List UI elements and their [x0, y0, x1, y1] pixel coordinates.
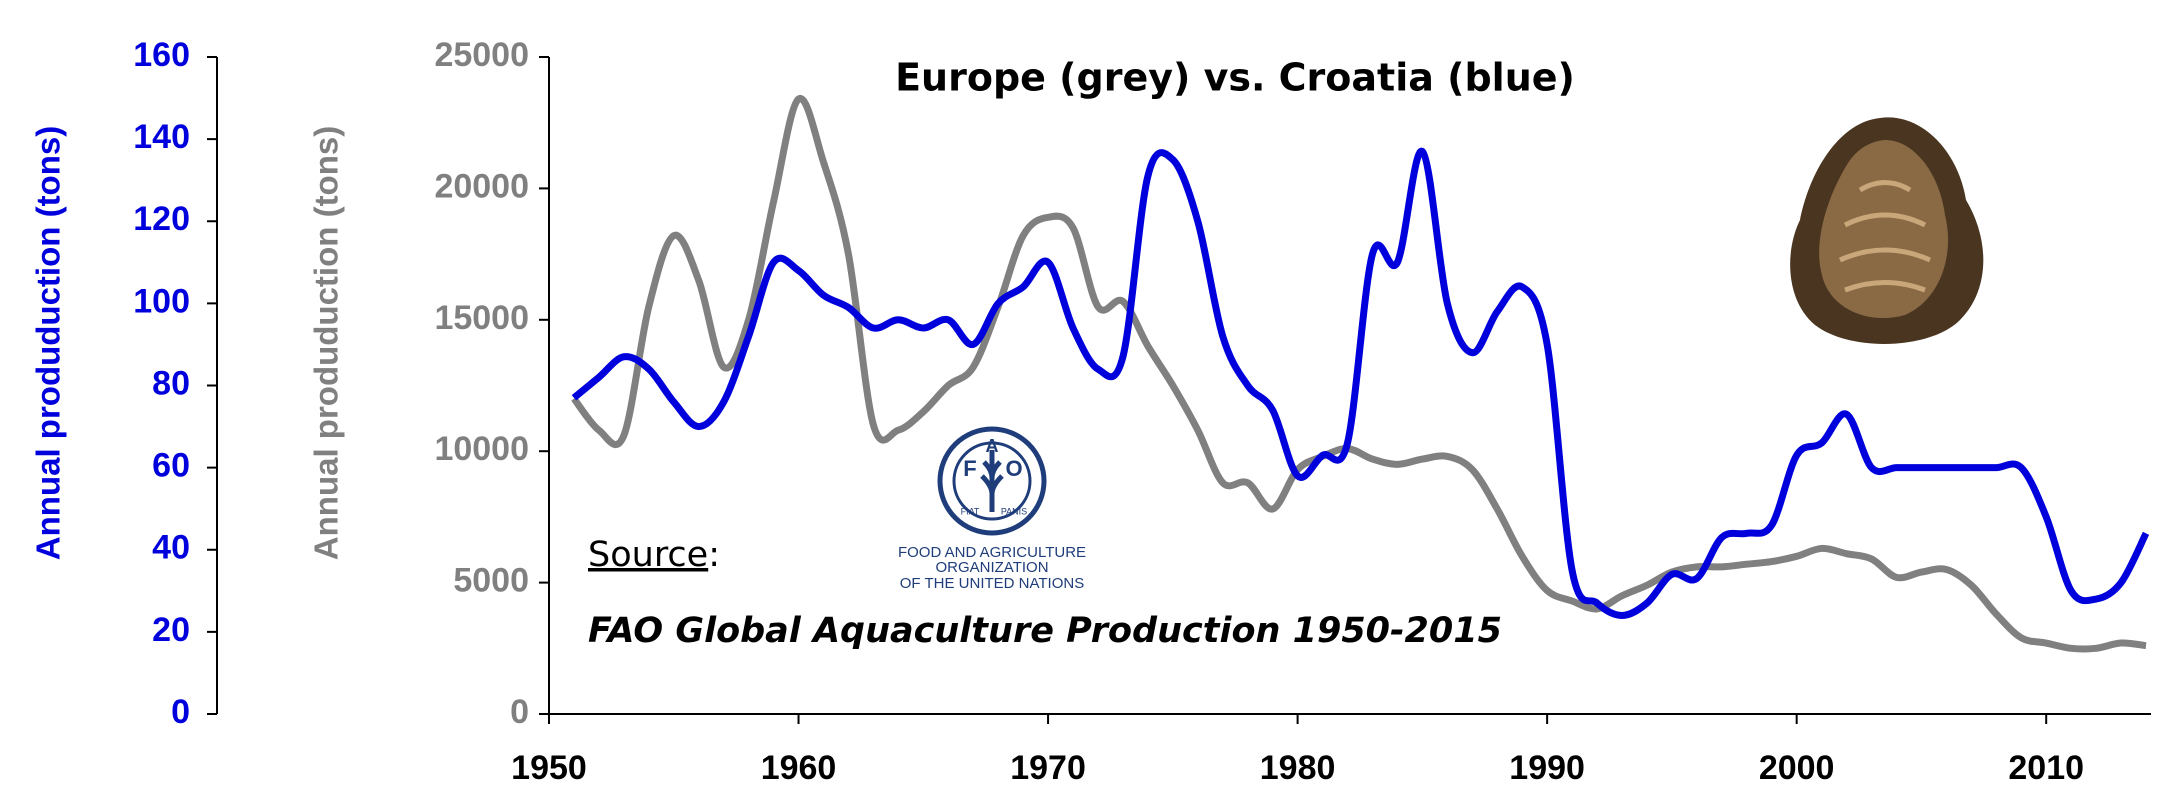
y2-tick-label: 120: [133, 200, 190, 238]
logo-caption: ORGANIZATION: [935, 559, 1048, 576]
logo-letter: O: [1005, 456, 1022, 481]
y-tick-label: 0: [510, 693, 529, 731]
x-tick-label: 1960: [761, 749, 837, 787]
source-citation: FAO Global Aquaculture Production 1950-2…: [588, 611, 1502, 651]
y2-axis-label: Annual produduction (tons): [30, 126, 67, 560]
y2-tick-label: 20: [152, 611, 190, 649]
y2-tick-label: 0: [171, 693, 190, 731]
y-axis-label: Annual produduction (tons): [308, 126, 345, 560]
y2-tick-label: 100: [133, 282, 190, 320]
logo-letter: F: [963, 456, 976, 481]
y2-tick-label: 140: [133, 118, 190, 156]
logo-motto: PANIS: [1001, 506, 1027, 516]
source-text: Source:: [588, 535, 720, 575]
y2-tick-label: 60: [152, 447, 190, 485]
oyster-picture: [1790, 117, 1983, 344]
y-tick-label: 5000: [453, 562, 529, 600]
chart-title: Europe (grey) vs. Croatia (blue): [895, 56, 1575, 100]
fao-logo: F A O FIAT PANIS FOOD AND AGRICULTURE OR…: [898, 429, 1086, 592]
y-tick-label: 15000: [434, 299, 529, 337]
logo-motto: FIAT: [961, 506, 980, 516]
y2-tick-label: 80: [152, 364, 190, 402]
source-label: Source: [588, 535, 708, 575]
x-tick-label: 2010: [2008, 749, 2084, 787]
logo-letter: A: [986, 436, 999, 456]
chart: Europe (grey) vs. Croatia (blue) Annual …: [0, 0, 2169, 794]
x-tick-label: 1950: [511, 749, 587, 787]
logo-caption: OF THE UNITED NATIONS: [900, 575, 1084, 592]
source-colon: :: [708, 535, 720, 575]
x-tick-label: 2000: [1759, 749, 1835, 787]
y-tick-label: 20000: [434, 167, 529, 205]
y-tick-label: 10000: [434, 430, 529, 468]
y2-tick-label: 40: [152, 529, 190, 567]
y-tick-label: 25000: [434, 36, 529, 74]
x-tick-label: 1990: [1509, 749, 1585, 787]
x-tick-label: 1970: [1010, 749, 1086, 787]
y2-tick-label: 160: [133, 36, 190, 74]
x-tick-label: 1980: [1260, 749, 1336, 787]
